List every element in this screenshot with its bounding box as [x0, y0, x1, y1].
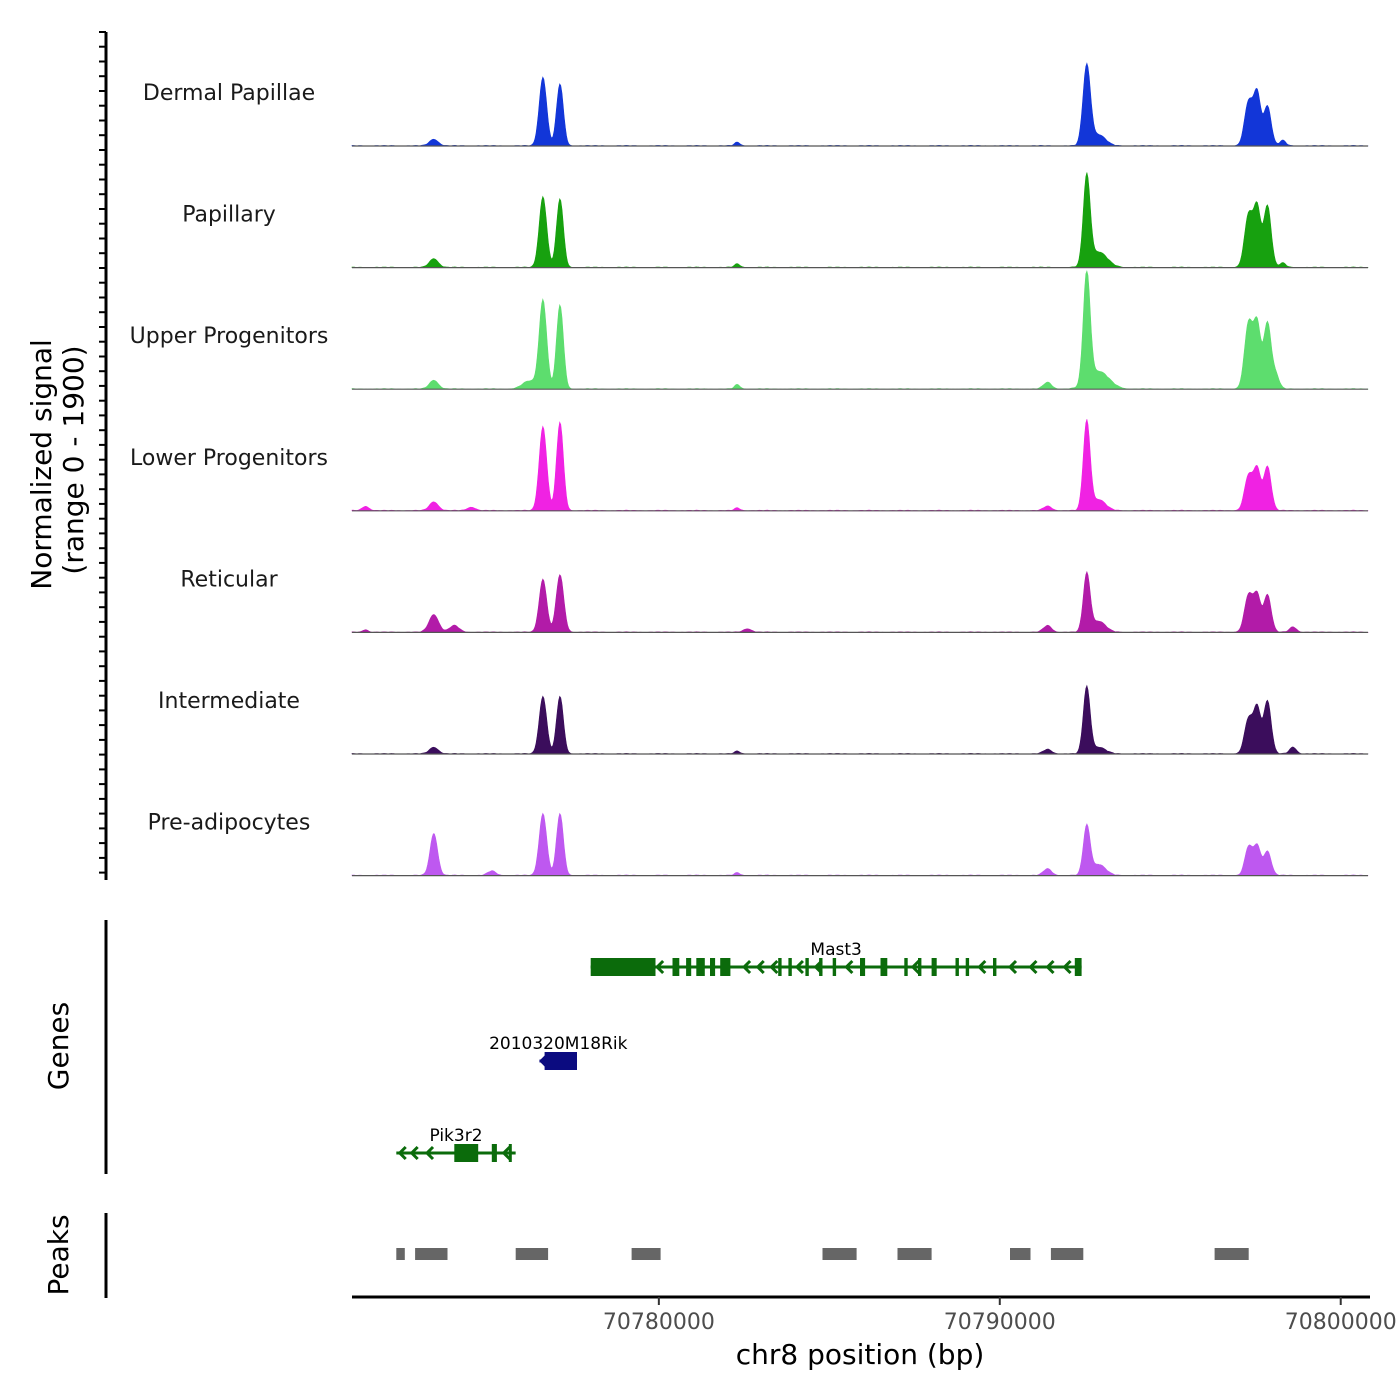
gene-exon	[993, 958, 997, 976]
gene-exon	[880, 958, 888, 976]
gene-exon	[819, 958, 823, 976]
peak-region	[822, 1248, 857, 1260]
x-axis-title: chr8 position (bp)	[736, 1338, 985, 1371]
x-tick-label: 70790000	[944, 1310, 1056, 1335]
genes-axis-title: Genes	[42, 1002, 75, 1090]
strand-arrow	[501, 1145, 511, 1161]
x-tick-label: 70800000	[1285, 1310, 1397, 1335]
strand-arrow	[1045, 959, 1055, 975]
gene-label: 2010320M18Rik	[489, 1034, 628, 1054]
genes-panel: Genes Mast3 2010320M18Rik Pik3r2	[42, 920, 1082, 1174]
track-reticular: Reticular	[180, 567, 1369, 634]
gene-exon	[931, 958, 937, 976]
coverage-y-ticks	[99, 31, 106, 874]
coverage-y-axis: Normalized signal (range 0 - 1900)	[25, 31, 108, 880]
gene-exon	[710, 958, 716, 976]
strand-arrow	[409, 1145, 419, 1161]
strand-arrow	[769, 959, 779, 975]
strand-arrow	[539, 1053, 549, 1069]
gene-exon	[918, 958, 922, 976]
gene-exon	[720, 958, 731, 976]
gene-exon	[778, 958, 782, 976]
gene-label: Pik3r2	[429, 1126, 482, 1146]
track-upper-progenitors: Upper Progenitors	[130, 269, 1369, 390]
track-intermediate: Intermediate	[158, 684, 1369, 755]
gene-exon	[955, 958, 959, 976]
track-label: Dermal Papillae	[143, 81, 315, 106]
strand-arrow	[844, 959, 854, 975]
gene-exon	[544, 1052, 577, 1070]
gene-exon	[590, 958, 656, 976]
gene-mast3: Mast3	[590, 940, 1082, 976]
track-label: Pre-adipocytes	[148, 811, 311, 836]
strand-arrow	[397, 1145, 407, 1161]
track-pre-adipocytes: Pre-adipocytes	[148, 811, 1369, 877]
strand-arrow	[1007, 959, 1018, 975]
strand-arrow	[794, 959, 804, 975]
peak-region	[396, 1248, 405, 1260]
peak-regions	[396, 1248, 1249, 1260]
track-lower-progenitors: Lower Progenitors	[130, 419, 1369, 512]
strand-arrow	[977, 959, 987, 975]
strand-arrow	[755, 959, 765, 975]
peaks-axis-title: Peaks	[42, 1214, 75, 1295]
peak-region	[515, 1248, 549, 1260]
gene-exon	[904, 958, 908, 976]
gene-exon	[788, 958, 792, 976]
gene-exon	[696, 958, 705, 976]
gene-exon	[965, 958, 970, 976]
gene-pik3r2: Pik3r2	[396, 1126, 516, 1162]
gene-exon	[805, 958, 809, 976]
strand-arrow	[1028, 959, 1038, 975]
peak-region	[1214, 1248, 1249, 1260]
peak-region	[1010, 1248, 1031, 1260]
strand-arrow	[741, 959, 752, 975]
track-papillary: Papillary	[182, 172, 1369, 269]
gene-label: Mast3	[810, 940, 861, 960]
strand-arrow	[424, 1145, 435, 1161]
peak-region	[631, 1248, 661, 1260]
x-axis: 70780000 70790000 70800000 chr8 position (…	[352, 1295, 1397, 1371]
strand-arrow	[910, 959, 920, 975]
gene-exon	[860, 958, 866, 976]
track-label: Lower Progenitors	[130, 446, 328, 471]
strand-arrow	[1062, 959, 1072, 975]
y-title-line2: (range 0 - 1900)	[57, 345, 90, 574]
x-tick-label: 70780000	[603, 1310, 715, 1335]
track-dermal-papillae: Dermal Papillae	[143, 62, 1369, 147]
track-label: Upper Progenitors	[130, 324, 329, 349]
coverage-y-title: Normalized signal (range 0 - 1900)	[25, 330, 90, 589]
gene-exon	[686, 958, 692, 976]
strand-arrow	[813, 959, 823, 975]
gene-exon	[508, 1144, 512, 1162]
gene-2010320m18rik: 2010320M18Rik	[489, 1034, 628, 1070]
gene-models: Mast3 2010320M18Rik Pik3r2	[396, 940, 1082, 1162]
track-label: Reticular	[180, 567, 278, 592]
peak-region	[415, 1248, 448, 1260]
track-label: Intermediate	[158, 689, 300, 714]
gene-exon	[672, 958, 680, 976]
gene-exon	[454, 1144, 479, 1162]
gene-exon	[1074, 958, 1082, 976]
peak-region	[1050, 1248, 1084, 1260]
gene-exon	[491, 1144, 497, 1162]
y-title-line1: Normalized signal	[25, 339, 58, 590]
strand-arrow	[655, 959, 665, 975]
peak-region	[897, 1248, 932, 1260]
peaks-panel: Peaks	[42, 1213, 1249, 1298]
track-label: Papillary	[182, 203, 276, 228]
x-axis-ticks: 70780000 70790000 70800000	[603, 1297, 1397, 1335]
gene-exon	[832, 958, 837, 976]
coverage-tracks: Dermal Papillae Papillary Upper Progenitor…	[130, 62, 1369, 877]
